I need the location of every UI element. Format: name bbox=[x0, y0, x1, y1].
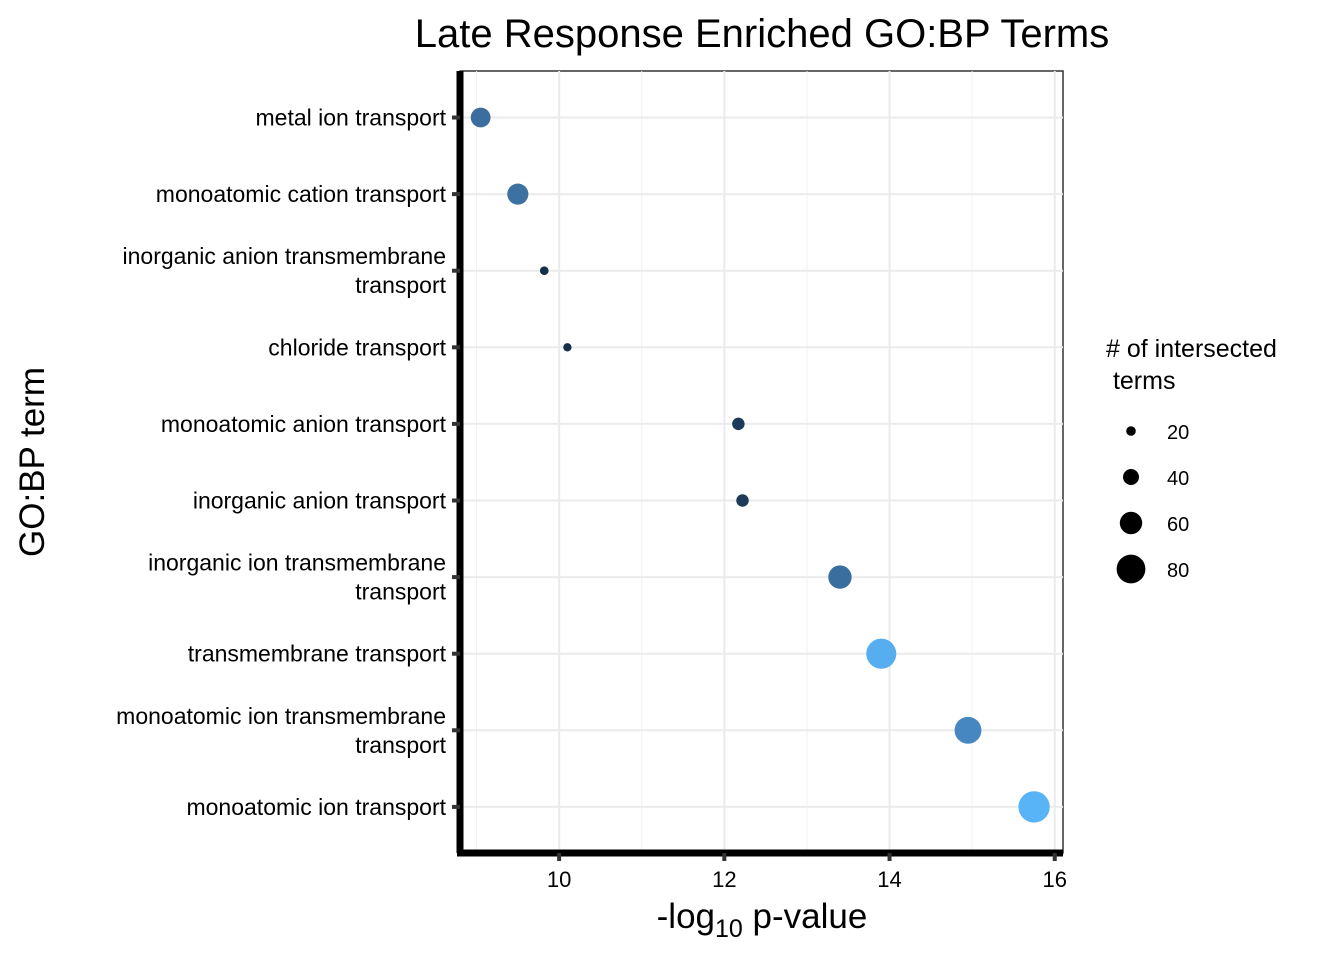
y-tick-label: chloride transport bbox=[268, 334, 446, 360]
x-tick-label: 10 bbox=[547, 867, 571, 892]
data-point bbox=[866, 638, 897, 669]
data-point bbox=[1018, 791, 1050, 823]
legend-title: # of intersected terms bbox=[1106, 335, 1277, 395]
data-point bbox=[828, 565, 852, 589]
y-tick-label: inorganic anion transmembrane transport bbox=[123, 243, 447, 298]
y-axis: metal ion transport monoatomic cation tra… bbox=[116, 71, 464, 853]
data-point bbox=[563, 343, 572, 352]
y-tick-label: monoatomic ion transmembrane transport bbox=[116, 703, 446, 758]
size-legend: # of intersected terms 20 40 60 80 bbox=[1106, 335, 1277, 584]
legend-key-circle bbox=[1126, 426, 1136, 436]
y-tick-label: inorganic ion transmembrane transport bbox=[148, 550, 446, 605]
data-point bbox=[539, 266, 549, 276]
x-axis-title: -log10 p-value bbox=[657, 897, 868, 943]
legend-key-circle bbox=[1123, 469, 1139, 485]
data-point bbox=[954, 716, 982, 744]
y-tick-label: inorganic anion transport bbox=[193, 488, 447, 514]
x-axis: 10 12 14 16 bbox=[457, 849, 1067, 892]
grid-lines bbox=[460, 71, 1063, 853]
y-axis-title: GO:BP term bbox=[13, 367, 52, 557]
data-point bbox=[470, 107, 491, 128]
legend-key-circle bbox=[1119, 511, 1143, 535]
data-point bbox=[736, 494, 749, 507]
y-tick-label: transmembrane transport bbox=[188, 641, 447, 667]
data-point bbox=[732, 417, 745, 431]
legend-key-circle bbox=[1116, 554, 1146, 584]
y-tick-label: monoatomic cation transport bbox=[156, 181, 447, 207]
data-points bbox=[470, 107, 1050, 823]
plot-panel bbox=[459, 70, 1064, 854]
y-tick-label: metal ion transport bbox=[256, 105, 447, 131]
data-point bbox=[507, 183, 529, 205]
legend-label: 40 bbox=[1167, 468, 1189, 490]
y-tick-label: monoatomic ion transport bbox=[186, 794, 446, 820]
legend-label: 60 bbox=[1167, 514, 1189, 536]
x-tick-label: 12 bbox=[712, 867, 736, 892]
legend-label: 20 bbox=[1167, 422, 1189, 444]
x-tick-label: 14 bbox=[877, 867, 901, 892]
legend-label: 80 bbox=[1167, 560, 1189, 582]
chart-title: Late Response Enriched GO:BP Terms bbox=[415, 12, 1109, 56]
x-tick-label: 16 bbox=[1042, 867, 1066, 892]
y-tick-label: monoatomic anion transport bbox=[161, 411, 447, 437]
